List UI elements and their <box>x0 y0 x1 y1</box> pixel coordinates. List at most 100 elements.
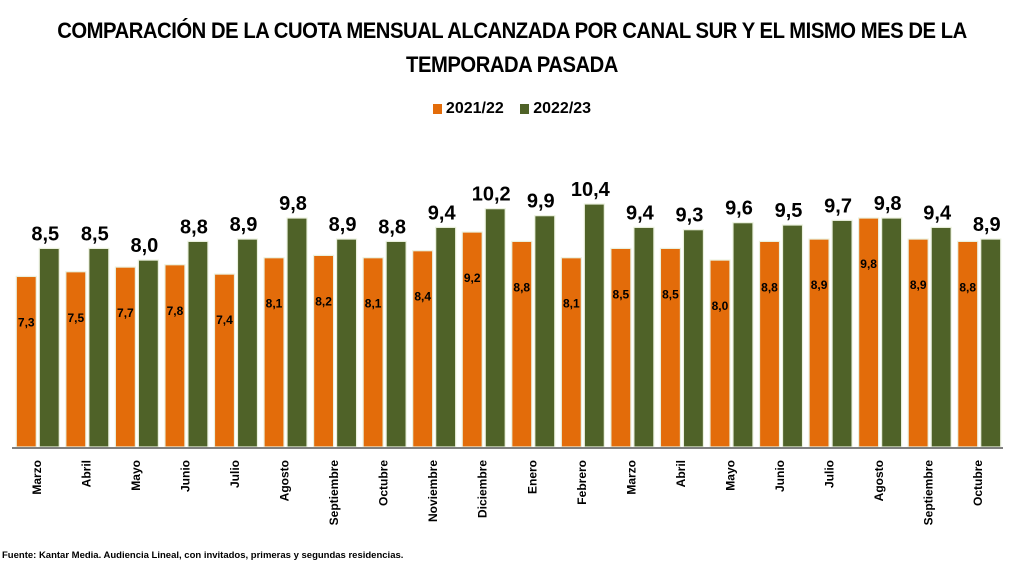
bar-2022-23-20 <box>980 238 1002 448</box>
bar-2022-23-16 <box>781 224 804 448</box>
x-tick-label: Agosto <box>278 460 292 501</box>
x-tick-label: Abril <box>79 460 93 487</box>
bar-2022-23-4 <box>187 240 209 448</box>
bar-2021-22-20 <box>957 240 979 448</box>
bar-2021-22-12 <box>560 257 582 448</box>
bar-2022-23-14 <box>682 229 705 448</box>
x-tick-label: Junio <box>178 460 192 492</box>
data-label-2022-23-16: 9,5 <box>775 200 803 222</box>
bar-2022-23-17 <box>831 219 853 448</box>
data-label-2022-23-4: 8,8 <box>180 216 208 238</box>
data-label-2022-23-11: 9,9 <box>527 191 555 213</box>
data-label-2021-22-5: 7,4 <box>216 313 233 327</box>
bar-2021-22-15 <box>709 259 731 448</box>
bar-2021-22-16 <box>758 240 781 448</box>
x-tick-label: Marzo <box>30 460 44 495</box>
x-tick-label: Septiembre <box>327 460 341 526</box>
chart-title-line-1: COMPARACIÓN DE LA CUOTA MENSUAL ALCANZAD… <box>57 18 967 43</box>
data-label-2021-22-15: 8,0 <box>712 299 729 313</box>
data-label-2022-23-5: 8,9 <box>230 214 258 236</box>
data-label-2022-23-8: 8,8 <box>378 216 406 238</box>
data-label-2021-22-8: 8,1 <box>365 297 382 311</box>
bar-2021-22-18 <box>858 217 880 448</box>
source-note: Fuente: Kantar Media. Audiencia Lineal, … <box>2 550 404 561</box>
bar-2022-23-7 <box>335 238 358 448</box>
data-label-2021-22-7: 8,2 <box>315 294 332 308</box>
x-tick-label: Octubre <box>971 460 985 506</box>
data-label-2022-23-17: 9,7 <box>824 195 852 217</box>
x-tick-label: Agosto <box>872 460 886 501</box>
data-label-2022-23-2: 8,5 <box>81 223 109 245</box>
data-label-2022-23-1: 8,5 <box>31 223 59 245</box>
x-tick-label: Abril <box>674 460 688 487</box>
bar-2022-23-15 <box>732 222 754 448</box>
bar-2022-23-12 <box>583 203 605 448</box>
data-label-2022-23-15: 9,6 <box>725 198 753 220</box>
x-tick-label: Mayo <box>723 460 737 491</box>
legend-swatch-2021-22 <box>432 104 442 114</box>
x-tick-label: Julio <box>228 460 242 488</box>
bar-2021-22-5 <box>213 273 236 448</box>
bar-2022-23-2 <box>88 247 110 448</box>
bar-2021-22-11 <box>511 240 533 448</box>
data-label-2021-22-13: 8,5 <box>613 287 630 301</box>
data-label-2022-23-9: 9,4 <box>428 202 457 224</box>
bar-2021-22-4 <box>164 264 186 448</box>
legend-item-2021-22: 2021/22 <box>432 100 504 118</box>
bar-2022-23-11 <box>534 215 556 448</box>
data-label-2021-22-18: 9,8 <box>860 257 877 271</box>
data-label-2022-23-6: 9,8 <box>279 193 307 215</box>
x-tick-label: Junio <box>773 460 787 492</box>
bar-2021-22-8 <box>362 257 384 448</box>
legend-label-2021-22: 2021/22 <box>445 100 504 117</box>
chart-title-line-2: TEMPORADA PASADA <box>406 52 618 77</box>
data-label-2021-22-11: 8,8 <box>513 280 530 294</box>
bar-2021-22-17 <box>808 238 830 448</box>
data-label-2021-22-12: 8,1 <box>563 297 580 311</box>
data-label-2021-22-14: 8,5 <box>662 287 679 301</box>
data-label-2022-23-14: 9,3 <box>676 205 704 227</box>
bar-2021-22-10 <box>461 231 483 448</box>
chart-title: COMPARACIÓN DE LA CUOTA MENSUAL ALCANZAD… <box>41 14 983 82</box>
bar-2022-23-19 <box>930 226 952 448</box>
legend-swatch-2022-23 <box>520 104 530 114</box>
bar-2022-23-9 <box>435 226 457 448</box>
data-label-2021-22-17: 8,9 <box>811 278 828 292</box>
data-label-2021-22-16: 8,8 <box>761 280 778 294</box>
data-label-2022-23-18: 9,8 <box>874 193 902 215</box>
bar-2021-22-14 <box>659 247 682 448</box>
x-tick-label: Diciembre <box>476 460 490 518</box>
bar-2021-22-3 <box>114 266 136 448</box>
bar-2022-23-6 <box>286 217 308 448</box>
x-tick-label: Marzo <box>624 460 638 495</box>
data-label-2021-22-9: 8,4 <box>414 290 431 304</box>
data-label-2022-23-7: 8,9 <box>329 214 357 236</box>
bar-2022-23-5 <box>236 238 259 448</box>
legend-item-2022-23: 2022/23 <box>520 100 591 118</box>
bar-2021-22-19 <box>907 238 929 448</box>
bar-2022-23-8 <box>385 240 407 448</box>
data-label-2022-23-20: 8,9 <box>973 214 1001 236</box>
data-label-2021-22-20: 8,8 <box>959 280 976 294</box>
x-tick-label: Noviembre <box>426 460 440 522</box>
data-label-2021-22-4: 7,8 <box>167 304 184 318</box>
bar-2021-22-7 <box>312 254 335 448</box>
x-tick-label: Enero <box>525 460 539 494</box>
x-tick-label: Septiembre <box>922 460 936 526</box>
bar-2022-23-10 <box>484 208 506 448</box>
data-label-2021-22-3: 7,7 <box>117 306 134 320</box>
bar-2021-22-1 <box>15 275 37 448</box>
legend-label-2022-23: 2022/23 <box>533 100 592 117</box>
bar-2022-23-18 <box>881 217 903 448</box>
data-label-2021-22-1: 7,3 <box>18 315 35 329</box>
bar-2022-23-13 <box>633 226 655 448</box>
data-label-2021-22-2: 7,5 <box>67 311 84 325</box>
data-label-2022-23-3: 8,0 <box>130 235 158 257</box>
data-label-2022-23-19: 9,4 <box>923 202 952 224</box>
data-label-2022-23-10: 10,2 <box>472 184 511 206</box>
x-tick-label: Julio <box>823 460 837 488</box>
data-label-2021-22-19: 8,9 <box>910 278 927 292</box>
bar-2021-22-6 <box>263 257 285 448</box>
x-tick-label: Mayo <box>129 460 143 491</box>
bar-2022-23-3 <box>137 259 159 448</box>
